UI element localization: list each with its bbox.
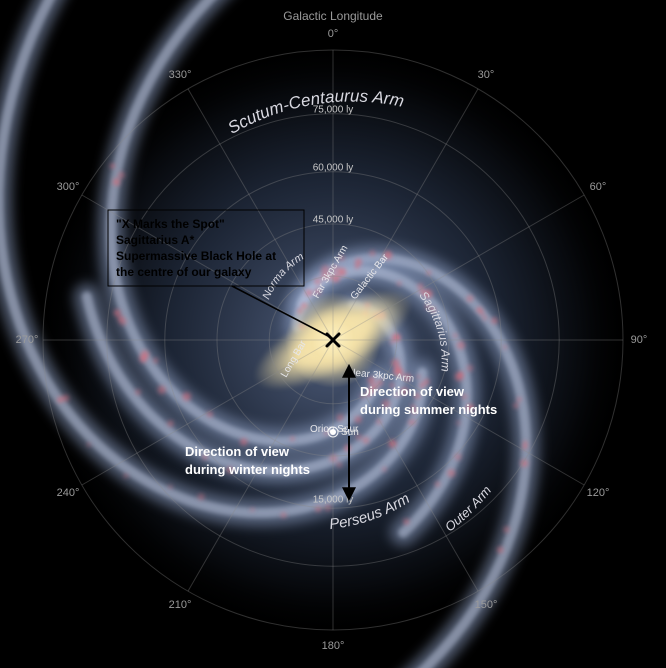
deg-30: 30° bbox=[478, 69, 495, 81]
summer-label-1: Direction of view bbox=[360, 384, 465, 399]
callout-line-2: Supermassive Black Hole at bbox=[116, 249, 276, 263]
callout-line-3: the centre of our galaxy bbox=[116, 265, 252, 279]
ring-label-15000: 15,000 ly bbox=[313, 495, 354, 506]
axis-title: Galactic Longitude bbox=[283, 9, 383, 23]
deg-210: 210° bbox=[169, 599, 192, 611]
callout-line-0: "X Marks the Spot" bbox=[116, 217, 225, 231]
deg-150: 150° bbox=[475, 599, 498, 611]
sun-marker bbox=[330, 429, 336, 435]
milky-way-diagram: 45,000 ly60,000 ly75,000 ly15,000 ly0°30… bbox=[0, 0, 666, 668]
deg-300: 300° bbox=[57, 181, 80, 193]
deg-180: 180° bbox=[322, 640, 345, 652]
summer-label-2: during summer nights bbox=[360, 402, 497, 417]
ring-label: 45,000 ly bbox=[313, 215, 354, 226]
deg-0: 0° bbox=[328, 28, 339, 40]
winter-label-2: during winter nights bbox=[185, 462, 310, 477]
winter-label-1: Direction of view bbox=[185, 444, 290, 459]
callout-line-1: Sagittarius A* bbox=[116, 233, 195, 247]
deg-120: 120° bbox=[587, 487, 610, 499]
deg-90: 90° bbox=[631, 334, 648, 346]
diagram-svg: 45,000 ly60,000 ly75,000 ly15,000 ly0°30… bbox=[0, 0, 666, 668]
deg-270: 270° bbox=[16, 334, 39, 346]
deg-330: 330° bbox=[169, 69, 192, 81]
deg-60: 60° bbox=[590, 181, 607, 193]
ring-label: 60,000 ly bbox=[313, 162, 354, 173]
deg-240: 240° bbox=[57, 487, 80, 499]
